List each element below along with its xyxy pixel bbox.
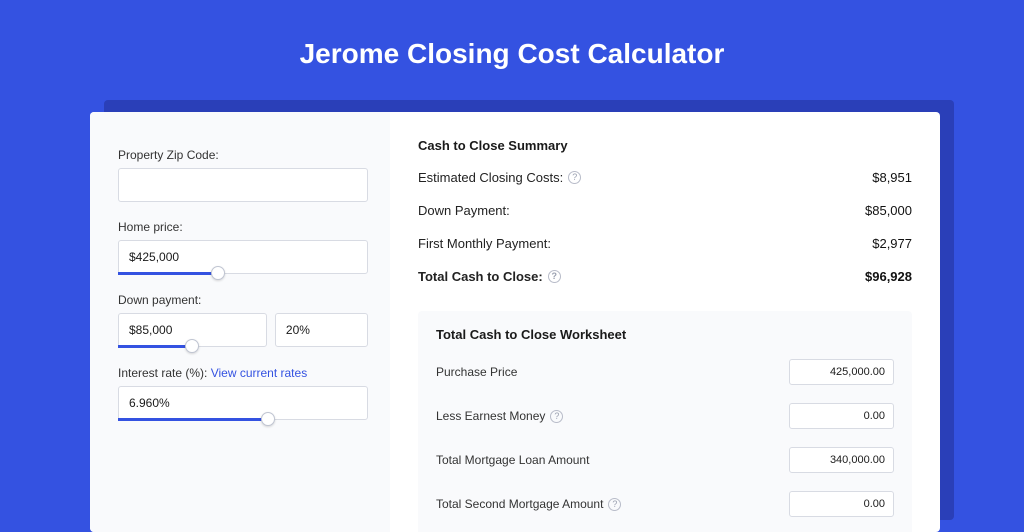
worksheet-input-purchase-price[interactable] xyxy=(789,359,894,385)
home-price-slider[interactable] xyxy=(118,272,218,275)
summary-label: Down Payment: xyxy=(418,203,510,218)
summary-row-total-cash: Total Cash to Close: ? $96,928 xyxy=(418,260,912,293)
summary-row-down-payment: Down Payment: $85,000 xyxy=(418,194,912,227)
help-icon[interactable]: ? xyxy=(608,498,621,511)
down-payment-label: Down payment: xyxy=(118,293,368,307)
summary-label: Total Cash to Close: xyxy=(418,269,543,284)
summary-value: $8,951 xyxy=(872,170,912,185)
worksheet-row-purchase-price: Purchase Price xyxy=(436,350,894,394)
help-icon[interactable]: ? xyxy=(550,410,563,423)
summary-value: $2,977 xyxy=(872,236,912,251)
page-title: Jerome Closing Cost Calculator xyxy=(0,0,1024,92)
results-panel: Cash to Close Summary Estimated Closing … xyxy=(390,112,940,532)
help-icon[interactable]: ? xyxy=(548,270,561,283)
zip-label: Property Zip Code: xyxy=(118,148,368,162)
field-interest-rate: Interest rate (%): View current rates xyxy=(118,366,368,421)
worksheet-label: Less Earnest Money xyxy=(436,409,545,423)
summary-value: $85,000 xyxy=(865,203,912,218)
down-payment-pct-input[interactable] xyxy=(275,313,368,347)
summary-label: First Monthly Payment: xyxy=(418,236,551,251)
worksheet-row-second-mortgage: Total Second Mortgage Amount ? xyxy=(436,482,894,526)
worksheet-section: Total Cash to Close Worksheet Purchase P… xyxy=(418,311,912,532)
down-payment-slider[interactable] xyxy=(118,345,192,348)
calculator-card: Property Zip Code: Home price: Down paym… xyxy=(90,112,940,532)
interest-rate-label-text: Interest rate (%): xyxy=(118,366,211,380)
worksheet-label: Total Mortgage Loan Amount xyxy=(436,453,589,467)
interest-rate-label: Interest rate (%): View current rates xyxy=(118,366,368,380)
summary-value: $96,928 xyxy=(865,269,912,284)
field-home-price: Home price: xyxy=(118,220,368,275)
worksheet-input-loan-amount[interactable] xyxy=(789,447,894,473)
down-payment-slider-thumb[interactable] xyxy=(185,339,199,353)
home-price-slider-thumb[interactable] xyxy=(211,266,225,280)
worksheet-input-earnest-money[interactable] xyxy=(789,403,894,429)
zip-input[interactable] xyxy=(118,168,368,202)
view-current-rates-link[interactable]: View current rates xyxy=(211,366,308,380)
interest-rate-input[interactable] xyxy=(118,386,368,420)
worksheet-label: Total Second Mortgage Amount xyxy=(436,497,603,511)
home-price-input[interactable] xyxy=(118,240,368,274)
summary-row-first-monthly: First Monthly Payment: $2,977 xyxy=(418,227,912,260)
help-icon[interactable]: ? xyxy=(568,171,581,184)
summary-section: Cash to Close Summary Estimated Closing … xyxy=(418,138,912,293)
summary-row-closing-costs: Estimated Closing Costs: ? $8,951 xyxy=(418,161,912,194)
worksheet-label: Purchase Price xyxy=(436,365,517,379)
worksheet-title: Total Cash to Close Worksheet xyxy=(436,327,894,342)
summary-title: Cash to Close Summary xyxy=(418,138,912,153)
interest-rate-slider-thumb[interactable] xyxy=(261,412,275,426)
worksheet-row-earnest-money: Less Earnest Money ? xyxy=(436,394,894,438)
worksheet-input-second-mortgage[interactable] xyxy=(789,491,894,517)
worksheet-row-loan-amount: Total Mortgage Loan Amount xyxy=(436,438,894,482)
summary-label: Estimated Closing Costs: xyxy=(418,170,563,185)
inputs-panel: Property Zip Code: Home price: Down paym… xyxy=(90,112,390,532)
home-price-label: Home price: xyxy=(118,220,368,234)
field-down-payment: Down payment: xyxy=(118,293,368,348)
field-zip: Property Zip Code: xyxy=(118,148,368,202)
interest-rate-slider[interactable] xyxy=(118,418,268,421)
